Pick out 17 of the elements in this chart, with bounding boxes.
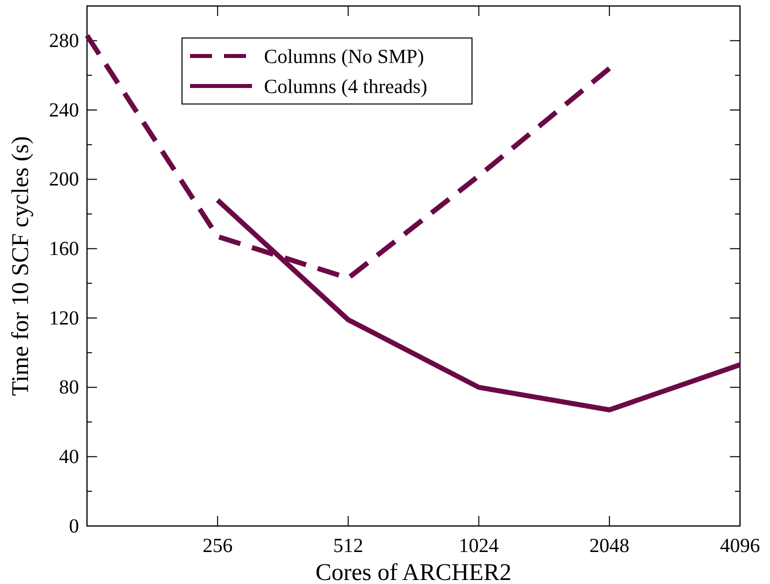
x-tick-label: 2048 — [589, 535, 630, 558]
y-tick-label: 40 — [59, 446, 79, 468]
legend-label: Columns (4 threads) — [264, 76, 428, 98]
y-tick-label: 240 — [49, 99, 79, 122]
x-tick-label: 256 — [202, 535, 233, 558]
legend-label: Columns (No SMP) — [264, 46, 424, 68]
y-tick-label: 80 — [59, 376, 79, 399]
y-tick-label: 280 — [49, 30, 79, 52]
y-axis-title: Time for 10 SCF cycles (s) — [8, 136, 34, 396]
x-axis-title: Cores of ARCHER2 — [315, 560, 512, 584]
y-tick-label: 0 — [69, 515, 79, 538]
x-tick-label: 512 — [333, 535, 364, 558]
y-tick-label: 200 — [49, 168, 79, 191]
y-tick-label: 120 — [49, 307, 79, 330]
x-tick-label: 4096 — [720, 535, 760, 558]
x-tick-label: 1024 — [458, 535, 499, 558]
y-tick-label: 160 — [49, 238, 79, 260]
